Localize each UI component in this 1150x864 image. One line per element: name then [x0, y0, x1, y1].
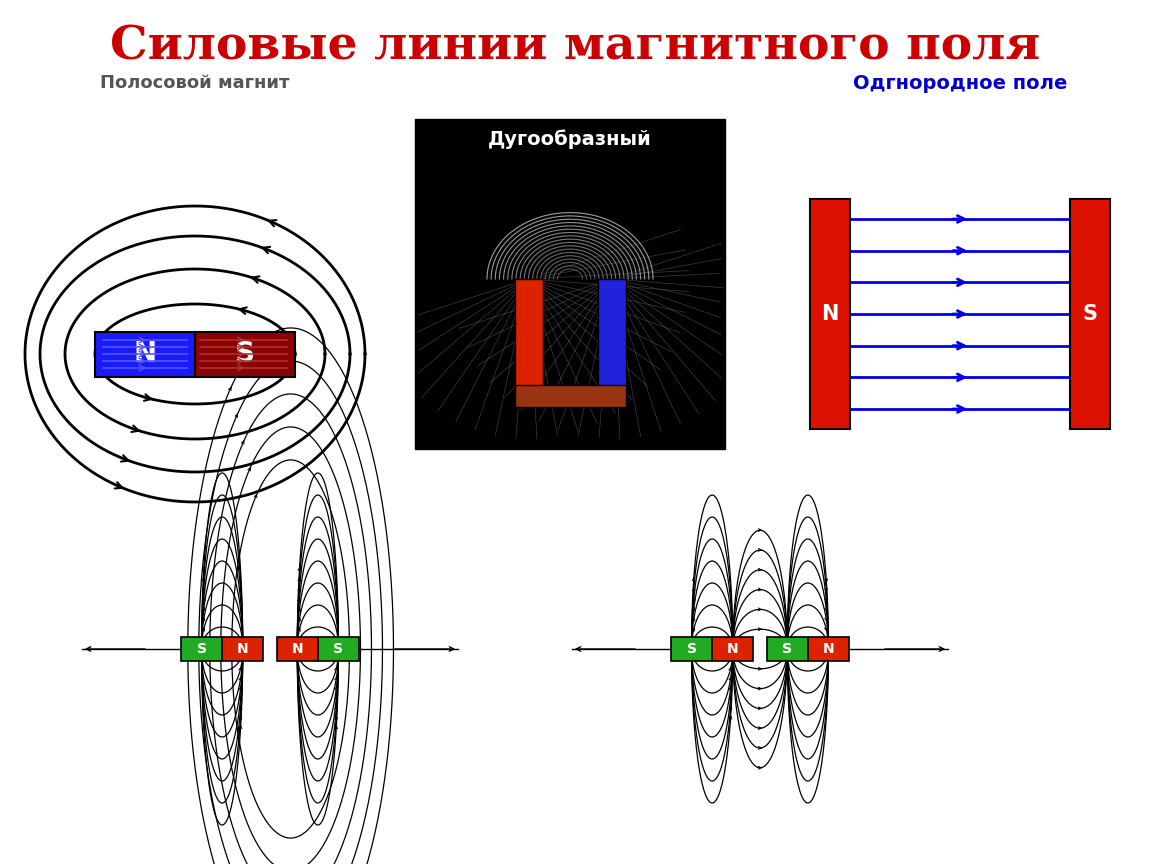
Text: Полосовой магнит: Полосовой магнит	[100, 74, 290, 92]
Bar	[514, 279, 543, 389]
Text: N: N	[237, 642, 248, 656]
Bar	[1070, 199, 1110, 429]
Text: N: N	[727, 642, 738, 656]
Bar	[95, 332, 196, 377]
Bar	[670, 637, 712, 661]
Bar	[514, 385, 626, 407]
Bar	[810, 199, 850, 429]
Text: N: N	[822, 642, 834, 656]
Text: S: S	[235, 340, 255, 368]
Bar	[415, 119, 724, 449]
Bar	[767, 637, 807, 661]
Bar	[277, 637, 317, 661]
Text: S: S	[334, 642, 344, 656]
Text: Дугообразный: Дугообразный	[488, 129, 652, 149]
Text: N: N	[291, 642, 304, 656]
Text: S: S	[1082, 304, 1097, 324]
Bar	[222, 637, 263, 661]
Bar	[598, 279, 626, 389]
Bar	[317, 637, 359, 661]
Text: N: N	[133, 340, 156, 368]
Bar	[807, 637, 849, 661]
Text: Одгнородное поле: Одгнородное поле	[853, 74, 1067, 93]
Text: S: S	[687, 642, 697, 656]
Bar	[196, 332, 296, 377]
Text: S: S	[782, 642, 792, 656]
Bar	[712, 637, 753, 661]
Bar	[181, 637, 222, 661]
Text: S: S	[197, 642, 207, 656]
Text: Силовые линии магнитного поля: Силовые линии магнитного поля	[110, 24, 1040, 70]
Text: N: N	[821, 304, 838, 324]
